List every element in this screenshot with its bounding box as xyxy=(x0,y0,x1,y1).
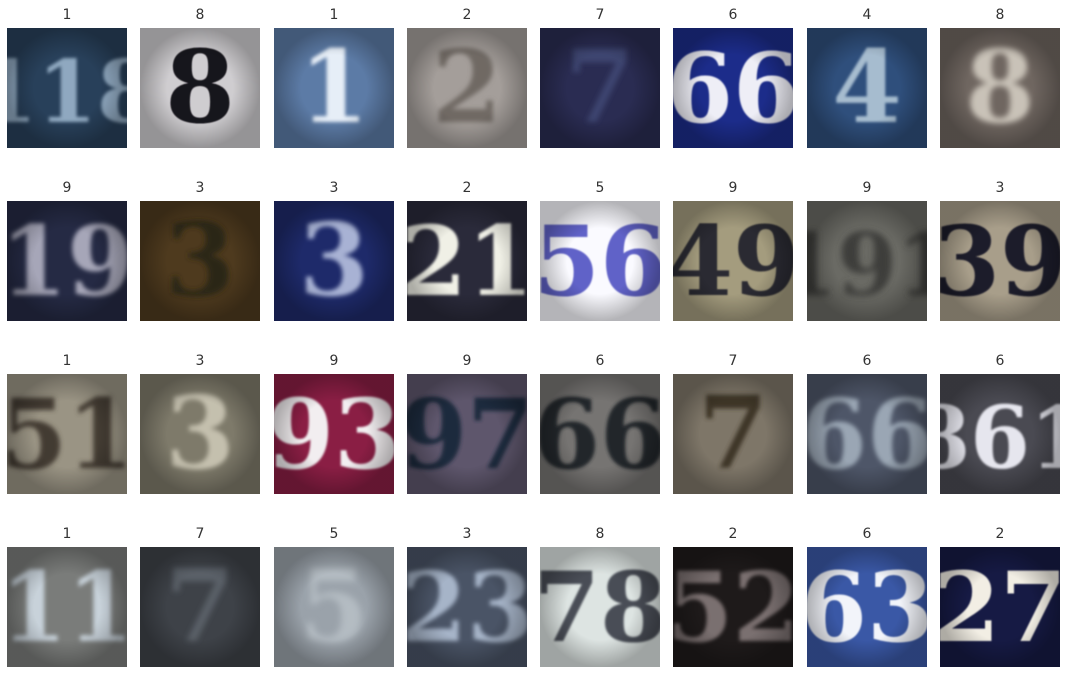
tile-label: 4 xyxy=(862,7,872,23)
tile-label: 7 xyxy=(195,526,205,542)
house-number-photo: 4 xyxy=(807,28,927,148)
digit-tile: 33 xyxy=(140,346,260,496)
tile-label: 6 xyxy=(862,353,872,369)
digit-tile: 339 xyxy=(940,173,1060,323)
digit-tile: 33 xyxy=(140,173,260,323)
digit-tile: 666 xyxy=(673,0,793,150)
house-number-photo: 23 xyxy=(407,547,527,667)
house-number-photo: 3 xyxy=(274,201,394,321)
house-number-photo: 11 xyxy=(7,547,127,667)
digit-tile: 9191 xyxy=(807,173,927,323)
digit-tile: 77 xyxy=(140,519,260,669)
house-number-photo: 66 xyxy=(673,28,793,148)
house-number-photo: 8 xyxy=(940,28,1060,148)
digit-tile: 55 xyxy=(274,519,394,669)
digit-tile: 949 xyxy=(673,173,793,323)
digit-tile: 997 xyxy=(407,346,527,496)
digit-tile: 88 xyxy=(140,0,260,150)
house-number-photo: 52 xyxy=(673,547,793,667)
digit-tile: 77 xyxy=(673,346,793,496)
tile-label: 2 xyxy=(728,526,738,542)
house-number-photo: 97 xyxy=(407,374,527,494)
house-number-photo: 8 xyxy=(140,28,260,148)
tile-label: 1 xyxy=(62,353,72,369)
tile-label: 9 xyxy=(862,180,872,196)
digit-tile: 227 xyxy=(940,519,1060,669)
tile-label: 2 xyxy=(462,180,472,196)
tile-label: 3 xyxy=(462,526,472,542)
house-number-photo: 63 xyxy=(807,547,927,667)
tile-label: 2 xyxy=(995,526,1005,542)
tile-label: 6 xyxy=(728,7,738,23)
digit-tile: 221 xyxy=(407,173,527,323)
tile-label: 8 xyxy=(595,526,605,542)
tile-label: 1 xyxy=(62,7,72,23)
house-number-photo: 191 xyxy=(807,201,927,321)
house-number-photo: 93 xyxy=(274,374,394,494)
digit-tile: 151 xyxy=(7,346,127,496)
digit-tile: 22 xyxy=(407,0,527,150)
house-number-photo: 78 xyxy=(540,547,660,667)
tile-label: 9 xyxy=(62,180,72,196)
digit-tile: 919 xyxy=(7,173,127,323)
house-number-photo: 51 xyxy=(7,374,127,494)
house-number-photo: 56 xyxy=(540,201,660,321)
digit-tile: 252 xyxy=(673,519,793,669)
tile-label: 1 xyxy=(329,7,339,23)
tile-label: 9 xyxy=(462,353,472,369)
tile-label: 3 xyxy=(329,180,339,196)
tile-label: 6 xyxy=(862,526,872,542)
digit-tile: 1118 xyxy=(7,0,127,150)
digit-tile: 666 xyxy=(540,346,660,496)
house-number-photo: 7 xyxy=(540,28,660,148)
digit-tile: 323 xyxy=(407,519,527,669)
house-number-photo: 66 xyxy=(540,374,660,494)
tile-label: 6 xyxy=(595,353,605,369)
house-number-photo: 21 xyxy=(407,201,527,321)
house-number-photo: 861 xyxy=(940,374,1060,494)
tile-label: 9 xyxy=(728,180,738,196)
digit-tile: 44 xyxy=(807,0,927,150)
tile-label: 5 xyxy=(329,526,339,542)
house-number-photo: 39 xyxy=(940,201,1060,321)
house-number-photo: 3 xyxy=(140,374,260,494)
tile-label: 6 xyxy=(995,353,1005,369)
tile-label: 3 xyxy=(995,180,1005,196)
tile-label: 7 xyxy=(595,7,605,23)
digit-tile: 993 xyxy=(274,346,394,496)
digit-tile: 663 xyxy=(807,519,927,669)
tile-label: 7 xyxy=(728,353,738,369)
digit-tile: 11 xyxy=(274,0,394,150)
house-number-photo: 118 xyxy=(7,28,127,148)
house-number-photo: 7 xyxy=(673,374,793,494)
tile-label: 9 xyxy=(329,353,339,369)
digit-tile: 111 xyxy=(7,519,127,669)
tile-label: 8 xyxy=(195,7,205,23)
tile-label: 3 xyxy=(195,353,205,369)
tile-label: 5 xyxy=(595,180,605,196)
house-number-photo: 66 xyxy=(807,374,927,494)
tile-label: 3 xyxy=(195,180,205,196)
house-number-photo: 49 xyxy=(673,201,793,321)
house-number-photo: 27 xyxy=(940,547,1060,667)
digit-tile: 88 xyxy=(940,0,1060,150)
house-number-photo: 3 xyxy=(140,201,260,321)
digit-tile: 77 xyxy=(540,0,660,150)
digit-tile: 878 xyxy=(540,519,660,669)
digit-tile: 33 xyxy=(274,173,394,323)
house-number-photo: 7 xyxy=(140,547,260,667)
house-number-photo: 19 xyxy=(7,201,127,321)
house-number-photo: 2 xyxy=(407,28,527,148)
digit-tile: 6861 xyxy=(940,346,1060,496)
digit-tile: 556 xyxy=(540,173,660,323)
tile-label: 2 xyxy=(462,7,472,23)
house-number-photo: 5 xyxy=(274,547,394,667)
tile-label: 8 xyxy=(995,7,1005,23)
digit-tile: 666 xyxy=(807,346,927,496)
house-number-photo: 1 xyxy=(274,28,394,148)
tile-label: 1 xyxy=(62,526,72,542)
